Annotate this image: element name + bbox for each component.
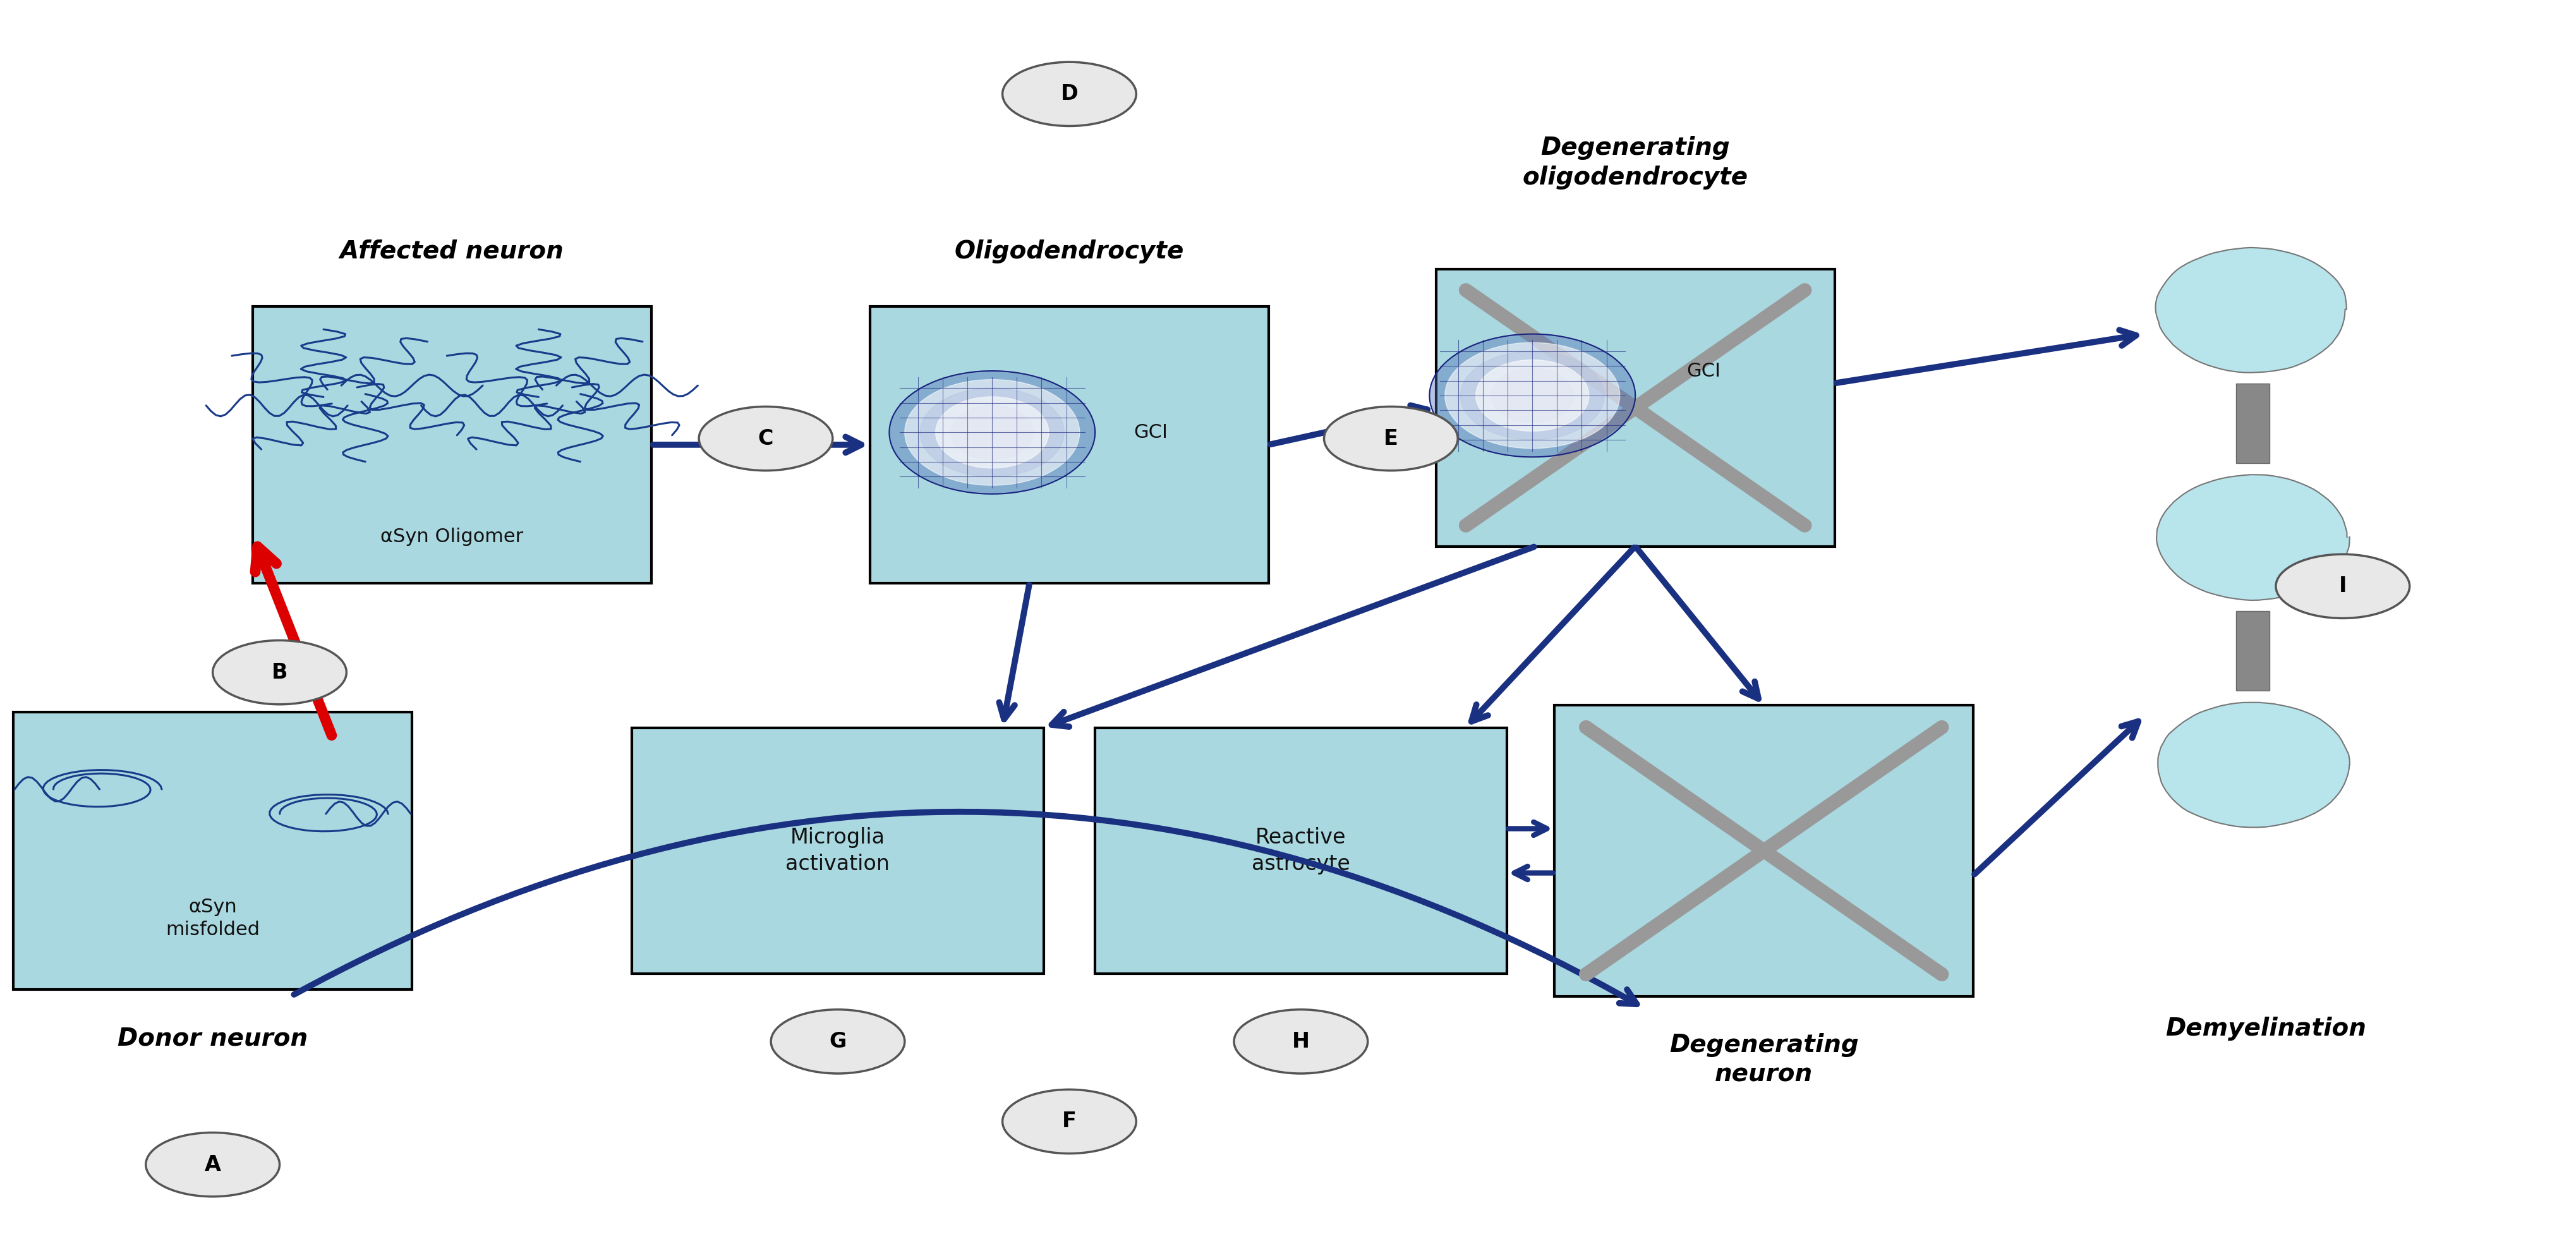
Circle shape (1234, 1009, 1368, 1074)
Text: D: D (1061, 84, 1079, 105)
Polygon shape (1476, 360, 1589, 431)
Polygon shape (1461, 352, 1605, 439)
Polygon shape (920, 389, 1064, 476)
Text: A: A (204, 1154, 222, 1175)
Circle shape (1002, 62, 1136, 126)
Text: Donor neuron: Donor neuron (118, 1027, 307, 1050)
Polygon shape (2159, 702, 2349, 827)
Text: I: I (2339, 576, 2347, 597)
Text: E: E (1383, 428, 1399, 449)
Polygon shape (951, 405, 1033, 459)
FancyBboxPatch shape (1435, 269, 1834, 547)
Text: H: H (1293, 1032, 1309, 1051)
FancyBboxPatch shape (13, 712, 412, 990)
Circle shape (147, 1133, 281, 1197)
Text: αSyn
misfolded: αSyn misfolded (165, 898, 260, 939)
FancyBboxPatch shape (1095, 728, 1507, 974)
Circle shape (1002, 1090, 1136, 1154)
Text: αSyn Oligomer: αSyn Oligomer (381, 528, 523, 547)
Bar (2236, 384, 2269, 463)
Polygon shape (2156, 248, 2347, 373)
Text: Microglia
activation: Microglia activation (786, 827, 889, 875)
Text: Degenerating
neuron: Degenerating neuron (1669, 1033, 1860, 1087)
Text: G: G (829, 1032, 848, 1051)
Text: GCI: GCI (1133, 423, 1167, 442)
Text: F: F (1061, 1111, 1077, 1132)
Text: Reactive
astrocyte: Reactive astrocyte (1252, 827, 1350, 875)
FancyBboxPatch shape (871, 306, 1270, 584)
Polygon shape (1430, 334, 1636, 457)
Circle shape (2275, 554, 2409, 618)
Circle shape (214, 640, 345, 705)
FancyBboxPatch shape (1553, 706, 1973, 996)
Circle shape (698, 406, 832, 470)
Circle shape (770, 1009, 904, 1074)
Polygon shape (889, 371, 1095, 494)
Polygon shape (935, 397, 1048, 468)
Text: GCI: GCI (1687, 362, 1721, 380)
Text: Demyelination: Demyelination (2164, 1017, 2365, 1041)
FancyBboxPatch shape (631, 728, 1043, 974)
Polygon shape (2156, 475, 2349, 600)
Text: Affected neuron: Affected neuron (340, 239, 564, 263)
FancyBboxPatch shape (252, 306, 652, 584)
Polygon shape (1445, 343, 1620, 448)
Bar (2236, 611, 2269, 691)
Polygon shape (904, 380, 1079, 485)
Circle shape (1324, 406, 1458, 470)
Text: C: C (757, 428, 773, 449)
Text: Degenerating
oligodendrocyte: Degenerating oligodendrocyte (1522, 136, 1749, 189)
Polygon shape (1492, 369, 1574, 422)
Text: Oligodendrocyte: Oligodendrocyte (956, 239, 1185, 263)
Text: B: B (270, 661, 289, 682)
